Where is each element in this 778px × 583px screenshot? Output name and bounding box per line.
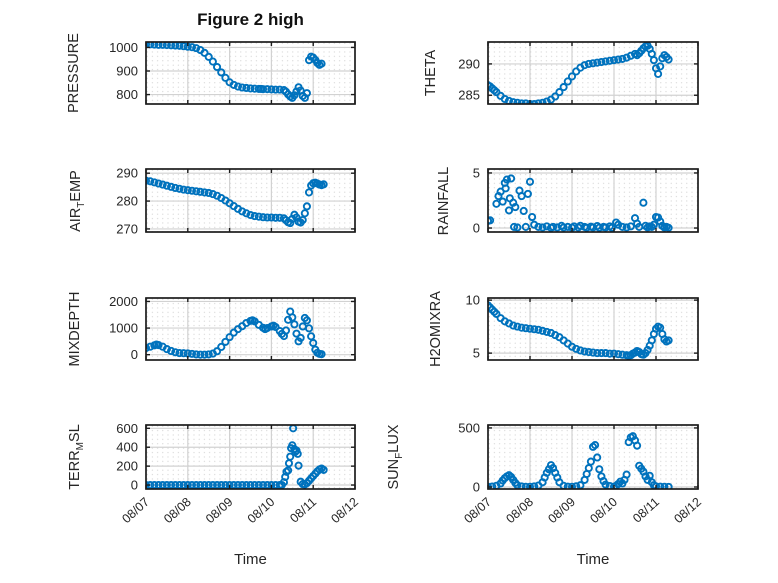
svg-text:08/08: 08/08 [503, 495, 536, 526]
svg-text:08/11: 08/11 [287, 495, 319, 526]
svg-text:0: 0 [131, 478, 138, 493]
terr-msl-subplot: 0 200 400 600 08/07 08/08 08/09 08/10 08/11 08/12 [116, 421, 361, 526]
sun-flux-ylabel: SUNFLUX [386, 424, 405, 490]
svg-text:0: 0 [473, 479, 480, 494]
svg-text:400: 400 [116, 440, 138, 455]
air-temp-subplot: 270 280 290 [116, 166, 356, 236]
svg-text:285: 285 [458, 88, 480, 103]
svg-text:500: 500 [458, 420, 480, 435]
svg-text:280: 280 [116, 194, 138, 209]
svg-text:900: 900 [116, 63, 138, 78]
svg-text:600: 600 [116, 421, 138, 436]
terr-msl-ylabel: TERRMSL [67, 424, 86, 490]
time-axis-label-right: Time [576, 551, 610, 568]
svg-text:200: 200 [116, 459, 138, 474]
svg-text:08/07: 08/07 [119, 495, 152, 526]
h2omixra-ylabel: H2OMIXRA [428, 291, 444, 367]
svg-text:5: 5 [473, 346, 480, 361]
rainfall-subplot: 05 [473, 165, 699, 236]
svg-text:0: 0 [473, 221, 480, 236]
mixdepth-subplot: 0 1000 2000 [109, 294, 356, 362]
figure-title: Figure 2 high [197, 10, 304, 29]
svg-text:08/07: 08/07 [461, 495, 494, 526]
svg-text:1000: 1000 [109, 321, 138, 336]
svg-text:08/11: 08/11 [630, 495, 662, 526]
svg-text:270: 270 [116, 221, 138, 236]
theta-subplot: 285 290 [458, 41, 699, 105]
svg-text:800: 800 [116, 87, 138, 102]
sun-flux-subplot: 0 500 08/07 08/08 08/09 08/10 08/11 08/12 [458, 420, 704, 526]
time-axis-label-left: Time [234, 551, 267, 568]
svg-text:08/09: 08/09 [545, 495, 578, 526]
svg-text:2000: 2000 [109, 294, 138, 309]
svg-text:08/10: 08/10 [587, 495, 620, 526]
h2omixra-subplot: 5 10 [466, 293, 699, 361]
svg-text:08/12: 08/12 [328, 495, 361, 526]
svg-text:290: 290 [458, 56, 480, 71]
svg-text:08/12: 08/12 [671, 495, 704, 526]
pressure-subplot: 800 900 1000 [109, 40, 356, 105]
svg-text:5: 5 [473, 165, 480, 180]
svg-text:290: 290 [116, 166, 138, 181]
svg-text:1000: 1000 [109, 40, 138, 55]
svg-text:0: 0 [131, 347, 138, 362]
svg-text:08/09: 08/09 [203, 495, 236, 526]
svg-text:10: 10 [466, 293, 480, 308]
svg-text:08/08: 08/08 [161, 495, 194, 526]
svg-text:08/10: 08/10 [245, 495, 278, 526]
